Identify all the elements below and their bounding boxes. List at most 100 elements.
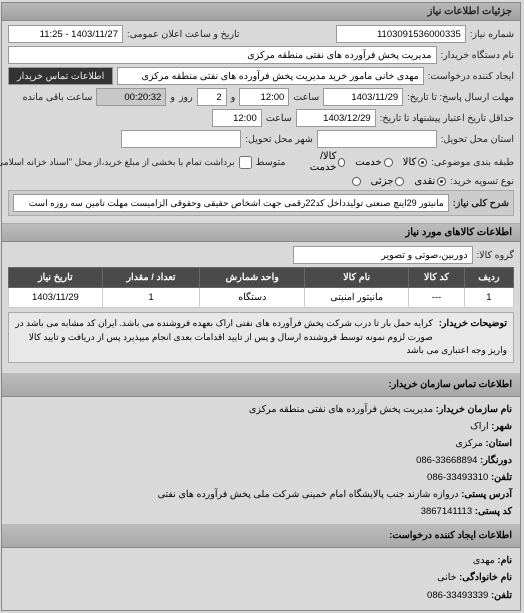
contact-line: دورنگار: 33668894-086 — [11, 452, 513, 469]
items-body: گروه کالا: دوربین،صوتی و تصویر ردیف کد ک… — [3, 242, 521, 367]
panel-body: شماره نیاز: 1103091536000335 تاریخ و ساع… — [3, 21, 521, 223]
col-date: تاریخ نیاز — [10, 268, 104, 288]
radio-dot-icon — [438, 177, 447, 186]
row-need-title: شرح کلی نیاز: مانیتور 29اینچ صنعتی تولید… — [9, 190, 515, 216]
remain-field: 00:20:32 — [97, 88, 167, 106]
row-req-no: شماره نیاز: 1103091536000335 تاریخ و ساع… — [9, 25, 515, 43]
budget-type-radios: کالا خدمت کالا/خدمت — [309, 151, 429, 173]
treasury-text: برداشت تمام یا بخشی از مبلغ خرید،از محل … — [0, 157, 236, 168]
buyer-notes-label: توضیحات خریدار: — [440, 317, 508, 331]
valid-label: حداقل تاریخ اعتبار پیشنهاد تا تاریخ: — [381, 113, 515, 124]
city-label: شهر: — [492, 421, 513, 432]
req-no-field: 1103091536000335 — [337, 25, 467, 43]
req-creator-section-title: اطلاعات ایجاد کننده درخواست: — [3, 524, 521, 548]
need-title-field: مانیتور 29اینچ صنعتی تولیدداخل کد22رقمی … — [14, 194, 450, 212]
contact-block: اطلاعات تماس سازمان خریدار: نام سازمان خ… — [3, 367, 521, 610]
contact-line: کد پستی: 3867141113 — [11, 503, 513, 520]
creator-field: مهدی خانی مامور خرید مدیریت پخش فرآورده … — [118, 67, 425, 85]
resp-deadline-label: مهلت ارسال پاسخ: تا تاریخ: — [408, 92, 515, 103]
items-section-title: اطلاعات کالاهای مورد نیاز — [3, 223, 521, 242]
buyer-notes-box: توضیحات خریدار: کرایه حمل بار تا درب شرک… — [9, 312, 515, 363]
delivery-state-field — [318, 130, 438, 148]
table-header-row: ردیف کد کالا نام کالا واحد شمارش تعداد /… — [10, 268, 515, 288]
details-panel: جزئیات اطلاعات نیاز شماره نیاز: 11030915… — [2, 2, 522, 611]
org-value: مدیریت پخش فرآورده های نفتی منطقه مرکزی — [250, 404, 434, 415]
cell-unit: دستگاه — [201, 288, 306, 308]
row-validity: حداقل تاریخ اعتبار پیشنهاد تا تاریخ: 140… — [9, 109, 515, 127]
announce-label: تاریخ و ساعت اعلان عمومی: — [128, 29, 241, 40]
row-budget-type: طبقه بندی موضوعی: کالا خدمت کالا/خدمت مت… — [9, 151, 515, 173]
resp-day-field: 2 — [198, 88, 228, 106]
remain-unit: ساعت باقی مانده — [24, 92, 94, 103]
buyer-notes-text: کرایه حمل بار تا درب شرکت پخش فرآورده ها… — [16, 318, 508, 355]
col-row: ردیف — [465, 268, 514, 288]
contact-section-title: اطلاعات تماس سازمان خریدار: — [3, 373, 521, 397]
cphone-label: تلفن: — [492, 590, 513, 601]
radio-service[interactable]: خدمت — [356, 157, 394, 168]
need-title-label: شرح کلی نیاز: — [454, 198, 510, 209]
req-no-label: شماره نیاز: — [471, 29, 515, 40]
col-unit: واحد شمارش — [201, 268, 306, 288]
fax-label: دورنگار: — [481, 455, 513, 466]
settle-radios: نقدی جزئی — [351, 176, 448, 187]
budget-type-label: طبقه بندی موضوعی: — [432, 157, 515, 168]
lname-label: نام خانوادگی: — [460, 572, 513, 583]
time-label-1: ساعت — [294, 92, 320, 103]
day-unit: روز — [180, 92, 194, 103]
contact-buyer-button[interactable]: اطلاعات تماس خریدار — [9, 67, 114, 85]
radio-goods[interactable]: کالا — [404, 157, 429, 168]
treasury-checkbox[interactable] — [240, 156, 253, 169]
row-deadline: مهلت ارسال پاسخ: تا تاریخ: 1403/11/29 سا… — [9, 88, 515, 106]
creator-label: ایجاد کننده درخواست: — [429, 71, 515, 82]
fax-value: 33668894-086 — [417, 455, 478, 466]
radio-dot-icon — [396, 177, 405, 186]
cell-name: مانیتور امنیتی — [306, 288, 410, 308]
col-code: کد کالا — [410, 268, 466, 288]
row-group: گروه کالا: دوربین،صوتی و تصویر — [9, 246, 515, 264]
cell-row: 1 — [465, 288, 514, 308]
time-label-2: ساعت — [267, 113, 293, 124]
radio-dot-icon — [353, 177, 362, 186]
radio-both[interactable]: کالا/خدمت — [309, 151, 347, 173]
cphone-value: 33493339-086 — [428, 590, 489, 601]
resp-time-field: 12:00 — [240, 88, 290, 106]
contact-line: نام خانوادگی: خانی — [11, 569, 513, 586]
resp-date-field: 1403/11/29 — [324, 88, 404, 106]
radio-other[interactable] — [351, 177, 362, 186]
announce-field: 1403/11/27 - 11:25 — [9, 25, 124, 43]
buyer-org-field: مدیریت پخش فرآورده های نفتی منطقه مرکزی — [9, 46, 438, 64]
cell-code: --- — [410, 288, 466, 308]
org-label: نام سازمان خریدار: — [437, 404, 513, 415]
settle-label: نوع تسویه خرید: — [451, 176, 515, 187]
addr-label: آدرس پستی: — [462, 489, 513, 500]
radio-cash[interactable]: نقدی — [415, 176, 447, 187]
table-row[interactable]: 1 --- مانیتور امنیتی دستگاه 1 1403/11/29 — [10, 288, 515, 308]
phone-label: تلفن: — [492, 472, 513, 483]
contact-line: نام سازمان خریدار: مدیریت پخش فرآورده ها… — [11, 401, 513, 418]
valid-time-field: 12:00 — [213, 109, 263, 127]
lname-value: خانی — [438, 572, 457, 583]
items-table: ردیف کد کالا نام کالا واحد شمارش تعداد /… — [9, 267, 515, 308]
row-buyer-org: نام دستگاه خریدار: مدیریت پخش فرآورده ها… — [9, 46, 515, 64]
row-creator: ایجاد کننده درخواست: مهدی خانی مامور خری… — [9, 67, 515, 85]
state-value: مرکزی — [456, 438, 484, 449]
delivery-state-label: استان محل تحویل: — [442, 134, 515, 145]
day-sep: و — [232, 92, 237, 103]
row-settle: نوع تسویه خرید: نقدی جزئی — [9, 176, 515, 187]
col-qty: تعداد / مقدار — [103, 268, 201, 288]
state-label: استان: — [486, 438, 513, 449]
cell-qty: 1 — [103, 288, 201, 308]
contact-line: آدرس پستی: دروازه شازند جنب پالایشگاه ام… — [11, 486, 513, 503]
group-label: گروه کالا: — [478, 250, 515, 261]
contact-line: استان: مرکزی — [11, 435, 513, 452]
contact-line: تلفن: 33493310-086 — [11, 469, 513, 486]
contact-line: شهر: اراک — [11, 418, 513, 435]
delivery-city-field — [122, 130, 242, 148]
remain-sep: و — [171, 92, 176, 103]
cell-date: 1403/11/29 — [10, 288, 104, 308]
contact-line: تلفن: 33493339-086 — [11, 587, 513, 604]
name-label: نام: — [498, 555, 513, 566]
radio-partial[interactable]: جزئی — [372, 176, 406, 187]
delivery-city-label: شهر محل تحویل: — [246, 134, 313, 145]
post-value: 3867141113 — [422, 506, 473, 517]
